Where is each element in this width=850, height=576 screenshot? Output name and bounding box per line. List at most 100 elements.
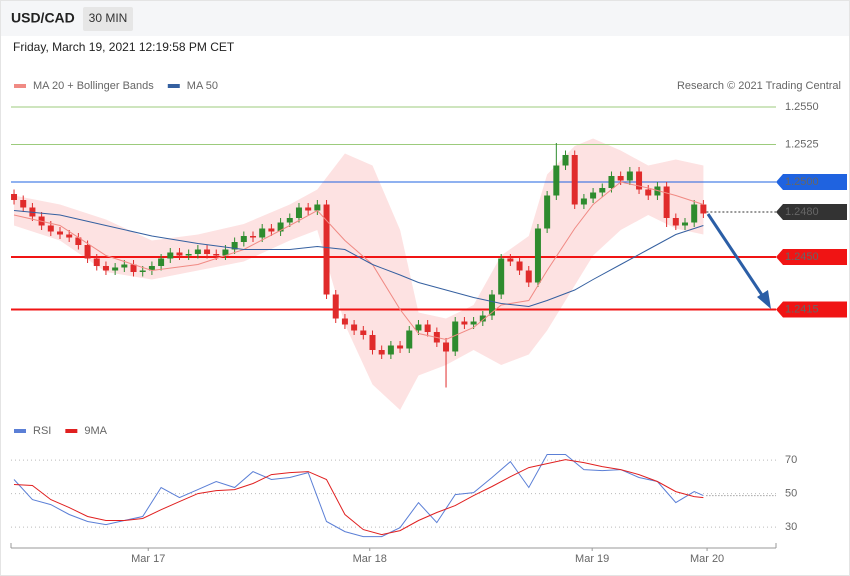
candle-body <box>351 324 358 331</box>
candle-body <box>608 176 615 188</box>
candle-body <box>121 264 128 268</box>
candle-body <box>268 228 275 232</box>
candle-body <box>378 350 385 355</box>
price-label: 1.2550 <box>785 101 819 113</box>
price-label: 1.2450 <box>785 251 819 263</box>
y-tick-label: 30 <box>785 521 797 533</box>
candle-body <box>148 266 155 271</box>
candle-body <box>231 242 238 250</box>
candle-body <box>369 335 376 350</box>
candle-body <box>250 236 257 238</box>
candle-body <box>516 261 523 271</box>
candle-body <box>360 330 367 335</box>
candle-body <box>176 252 183 256</box>
candle-body <box>20 200 27 208</box>
candle-body <box>397 345 404 349</box>
price-tag <box>776 204 847 220</box>
price-label: 1.2525 <box>785 138 819 150</box>
candle-body <box>479 315 486 322</box>
indicator-line <box>13 181 704 341</box>
candle-body <box>571 155 578 205</box>
legend-label: MA 20 + Bollinger Bands <box>33 80 154 92</box>
candle-body <box>562 155 569 166</box>
candle-body <box>305 207 312 211</box>
plots: 1.2550 1.2525 1.2500 1.2480 1.2450 1.2415 MA 2… <box>10 80 847 565</box>
candle-body <box>185 254 192 256</box>
candle-body <box>663 186 670 218</box>
header-bar <box>1 1 849 36</box>
symbol: USD/CAD <box>11 10 75 26</box>
candle-body <box>645 189 652 196</box>
candle-body <box>295 207 302 218</box>
candle-body <box>341 318 348 325</box>
candle-body <box>259 228 266 238</box>
bollinger-band <box>14 138 704 410</box>
x-tick-label: Mar 20 <box>690 553 724 565</box>
candle-body <box>498 258 505 295</box>
candle-body <box>636 171 643 190</box>
candle-body <box>525 270 532 283</box>
indicator-line <box>13 454 704 538</box>
price-tag <box>776 174 847 190</box>
candle-body <box>112 267 119 271</box>
candle-body <box>66 234 73 238</box>
candle-body <box>194 249 201 254</box>
candle-body <box>387 345 394 355</box>
candle-body <box>534 228 541 283</box>
candle-body <box>544 195 551 229</box>
x-tick-label: Mar 18 <box>353 553 387 565</box>
candle-body <box>626 171 633 181</box>
candle-body <box>314 204 321 211</box>
candle-body <box>507 258 514 262</box>
candle-body <box>590 192 597 199</box>
candle-body <box>240 236 247 242</box>
candle-body <box>84 245 91 259</box>
projection-arrow <box>706 213 766 299</box>
candle-body <box>488 294 495 316</box>
candle-body <box>75 237 82 245</box>
price-label: 1.2480 <box>785 206 819 218</box>
indicator-line <box>13 459 704 536</box>
candle-body <box>682 222 689 226</box>
candle-body <box>213 254 220 256</box>
candle-body <box>56 231 63 235</box>
legend-label: 9MA <box>84 425 107 437</box>
legend-label: RSI <box>33 425 51 437</box>
candle-body <box>102 266 109 271</box>
indicator-line <box>13 210 704 308</box>
candle-body <box>323 204 330 295</box>
projection-arrowhead <box>757 290 771 309</box>
price-tag <box>776 249 847 265</box>
y-tick-label: 50 <box>785 487 797 499</box>
datetime: Friday, March 19, 2021 12:19:58 PM CET <box>13 40 235 54</box>
candle-body <box>617 176 624 181</box>
candle-body <box>93 258 100 266</box>
candle-body <box>222 249 229 256</box>
y-tick-label: 70 <box>785 454 797 466</box>
candle-body <box>553 165 560 196</box>
attribution: Research © 2021 Trading Central <box>677 80 841 92</box>
candle-body <box>452 321 459 352</box>
candle-body <box>158 258 165 266</box>
candle-body <box>691 204 698 223</box>
candle-body <box>204 249 211 254</box>
x-tick-label: Mar 19 <box>575 553 609 565</box>
candle-body <box>470 321 477 325</box>
legend-label: MA 50 <box>187 80 218 92</box>
price-tag <box>776 301 847 318</box>
timeframe: 30 MIN <box>89 11 128 25</box>
candle-body <box>599 188 606 193</box>
candle-body <box>11 194 18 200</box>
candle-body <box>139 270 146 272</box>
price-label: 1.2500 <box>785 176 819 188</box>
x-tick-label: Mar 17 <box>131 553 165 565</box>
candle-body <box>443 342 450 352</box>
candle-body <box>130 264 137 272</box>
candle-body <box>406 330 413 349</box>
candle-body <box>332 294 339 319</box>
candle-body <box>167 252 174 259</box>
candle-body <box>461 321 468 325</box>
